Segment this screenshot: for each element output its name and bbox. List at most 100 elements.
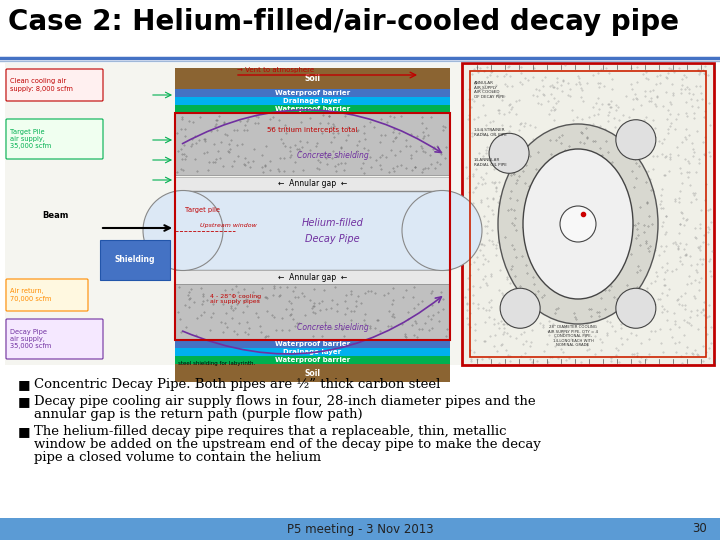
- Point: [469, 64, 480, 73]
- Point: [526, 299, 537, 307]
- Point: [603, 108, 615, 117]
- Point: [576, 86, 588, 94]
- Point: [696, 95, 708, 104]
- Point: [467, 231, 478, 240]
- Point: [701, 179, 712, 188]
- Point: [569, 174, 580, 183]
- Point: [533, 278, 544, 286]
- Point: [480, 149, 492, 158]
- Point: [481, 194, 492, 202]
- Point: [529, 277, 541, 286]
- Point: [704, 267, 716, 275]
- Point: [550, 193, 562, 201]
- Point: [487, 87, 499, 96]
- Point: [567, 209, 579, 218]
- Point: [496, 96, 508, 105]
- Point: [607, 160, 618, 169]
- Point: [503, 138, 515, 146]
- Point: [678, 71, 690, 79]
- Point: [487, 130, 499, 138]
- Point: [500, 251, 512, 259]
- Point: [600, 64, 611, 72]
- Point: [518, 327, 529, 336]
- Point: [479, 67, 490, 76]
- Point: [514, 207, 526, 216]
- Bar: [175, 105, 450, 113]
- Point: [662, 69, 673, 77]
- Point: [596, 198, 608, 207]
- Point: [660, 152, 671, 160]
- Point: [660, 87, 671, 96]
- Point: [584, 242, 595, 251]
- Point: [469, 326, 481, 335]
- Point: [646, 93, 657, 102]
- Point: [634, 250, 645, 259]
- Point: [490, 80, 502, 89]
- Point: [495, 266, 506, 274]
- Bar: [175, 68, 450, 89]
- Point: [463, 199, 474, 207]
- Point: [680, 250, 691, 259]
- Point: [471, 215, 482, 224]
- Point: [662, 106, 674, 114]
- Point: [603, 69, 614, 77]
- Point: [504, 122, 516, 131]
- Bar: [175, 270, 450, 284]
- Point: [613, 357, 625, 366]
- Point: [477, 275, 489, 284]
- Point: [678, 245, 690, 253]
- Point: [463, 111, 474, 119]
- Point: [502, 350, 513, 359]
- Point: [694, 219, 706, 228]
- Point: [529, 213, 541, 222]
- Point: [685, 279, 696, 287]
- Point: [620, 141, 631, 150]
- Point: [654, 295, 665, 303]
- Point: [692, 242, 703, 251]
- Point: [561, 356, 572, 364]
- Point: [464, 95, 475, 104]
- Point: [641, 137, 652, 146]
- Point: [522, 321, 534, 329]
- Point: [482, 63, 493, 71]
- Point: [563, 297, 575, 306]
- Point: [650, 204, 662, 213]
- Point: [543, 316, 554, 325]
- Point: [652, 93, 663, 102]
- Point: [638, 116, 649, 125]
- Point: [498, 110, 510, 118]
- Text: Target Pile
air supply,
35,000 scfm: Target Pile air supply, 35,000 scfm: [10, 129, 51, 149]
- Point: [585, 158, 597, 167]
- Point: [616, 165, 628, 174]
- Point: [680, 124, 692, 133]
- Point: [490, 186, 502, 195]
- Point: [476, 129, 487, 137]
- Point: [634, 358, 645, 367]
- Point: [526, 215, 537, 224]
- Point: [652, 271, 663, 280]
- Point: [643, 206, 654, 214]
- Text: Air return,
70,000 scfm: Air return, 70,000 scfm: [10, 288, 51, 301]
- Point: [493, 236, 505, 245]
- Point: [623, 247, 634, 256]
- Point: [469, 184, 481, 193]
- Point: [675, 187, 686, 195]
- Point: [593, 82, 604, 91]
- Point: [621, 168, 633, 177]
- Point: [612, 224, 624, 233]
- Point: [570, 170, 582, 179]
- Point: [657, 288, 668, 297]
- Point: [593, 143, 605, 151]
- Point: [645, 327, 657, 336]
- Point: [680, 98, 692, 106]
- Point: [484, 118, 495, 126]
- Point: [580, 340, 592, 348]
- Bar: [462, 63, 714, 365]
- Point: [539, 90, 550, 99]
- Point: [571, 252, 582, 260]
- Point: [639, 237, 650, 246]
- Point: [478, 212, 490, 220]
- Point: [551, 287, 562, 295]
- Point: [583, 344, 595, 353]
- Point: [492, 90, 503, 98]
